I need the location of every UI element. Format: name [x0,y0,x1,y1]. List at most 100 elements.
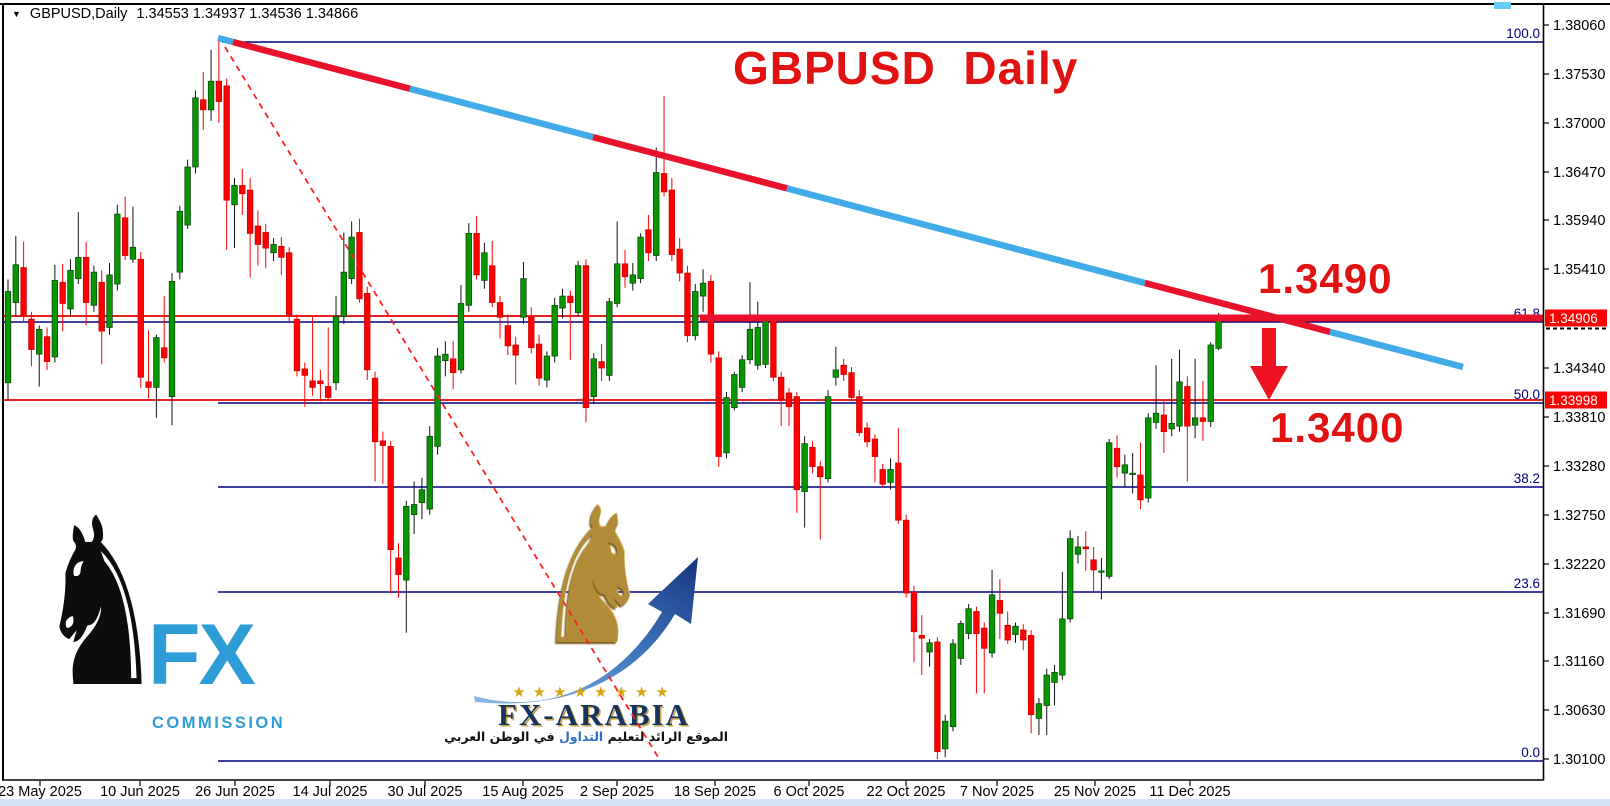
candle-body [762,320,769,365]
candle-body [239,185,246,195]
candle-body [20,267,27,317]
candle-body [770,320,777,378]
candle-body [246,189,254,234]
quote-ohlc-values: 1.34553 1.34937 1.34536 1.34866 [136,6,359,22]
candle-body [1074,546,1082,555]
candle-body [161,347,168,359]
candle-body [12,264,19,303]
candle-body [528,316,535,349]
fx-commission-subtitle: COMMISSION [152,714,286,732]
price-axis-label: 1.35940 [1553,213,1605,229]
price-tag-text: 1.34906 [1549,311,1598,326]
candle-body [934,641,941,752]
candle-body [809,446,816,468]
price-axis-label: 1.34340 [1553,361,1605,377]
price-axis-label: 1.33280 [1553,459,1605,475]
price-axis-label: 1.32750 [1553,508,1605,524]
candle-body [192,97,199,168]
candle-body [793,396,800,491]
candle-body [348,236,355,279]
candle-body [1168,422,1175,430]
candle-body [949,643,957,728]
candle-body [332,316,340,384]
candle-body [973,611,980,634]
price-axis-label: 1.37530 [1553,67,1605,83]
gold-horse-icon: ♞ [535,468,651,687]
window-bottom-strip [0,799,1610,806]
candle-body [145,381,152,388]
price-axis-label: 1.30630 [1553,703,1605,719]
symbol-timeframe-label: GBPUSD,Daily [29,6,128,22]
price-axis-label: 1.38060 [1553,18,1605,34]
date-axis: 23 May 2025 10 Jun 2025 26 Jun 2025 14 Jul … [0,781,1231,800]
candle-body [942,720,949,750]
fib-label-23.6: 23.6 [1514,576,1540,591]
candle-body [637,236,644,279]
candle-body [215,80,223,102]
price-tag [1545,309,1607,327]
trendline-segment [409,85,594,141]
candle-body [614,263,621,304]
candle-body [902,519,910,594]
candle-body [1199,417,1207,422]
price-axis: 1.38060 1.37530 1.37000 1.36470 1.35940 1.354… [1544,18,1605,768]
candle-body [286,252,293,317]
candle-body [426,435,433,510]
chevron-down-icon[interactable]: ▼ [12,8,21,19]
fx-arabia-wordmark: FX-ARABIA [498,697,690,732]
trendline-segment [232,38,411,92]
candle-body [957,623,964,659]
candle-body [965,608,972,634]
candle-body [887,469,894,483]
candle-body [153,337,160,388]
price-axis-label: 1.31160 [1553,654,1604,670]
candle-body [582,265,590,409]
candle-body [1152,412,1160,423]
candle-body [98,281,105,332]
fib-label-100.0: 100.0 [1506,26,1540,41]
candle-body [410,504,418,515]
candle-body [395,557,402,575]
candle-body [207,80,215,111]
candle-body [418,489,426,503]
candle-body [801,443,808,492]
candle-body [442,353,449,361]
candle-body [1098,570,1105,573]
candle-body [51,280,59,358]
candle-body [1137,474,1144,501]
fib-label-50.0: 50.0 [1514,387,1540,402]
price-tag [1545,391,1607,409]
candle-body [434,355,441,447]
candle-body [621,263,629,278]
candle-body [574,265,582,314]
candle-body [301,368,308,376]
candle-body [121,217,129,256]
date-axis-label: 6 Oct 2025 [774,784,845,800]
candle-body [231,185,238,206]
candle-body [176,210,183,273]
date-axis-label: 25 Nov 2025 [1054,784,1136,800]
candle-body [1020,629,1027,641]
candle-body [863,427,871,443]
candle-body [36,328,43,355]
candle-body [168,280,176,397]
candle-body [325,386,332,398]
trendline-segment [786,185,1146,287]
candle-body [879,469,886,485]
chart-title-annotation: GBPUSD Daily [733,42,1079,94]
candle-body [1191,417,1199,426]
candle-body [278,245,285,258]
candle-body [450,358,457,373]
candle-body [684,272,691,337]
candle-body [731,374,738,409]
candle-body [754,327,761,366]
price-tags: 1.34906 1.33998 [1545,309,1607,409]
candle-body [910,591,918,633]
fx-arabia-tagline: الموقع الرائد لتعليم التداول في الوطن ال… [444,729,728,744]
candle-body [1160,414,1168,432]
candle-body [988,594,996,654]
candle-body [856,396,863,433]
candle-body [567,295,574,303]
candle-body [481,252,488,281]
price-axis-label: 1.30100 [1553,752,1605,768]
